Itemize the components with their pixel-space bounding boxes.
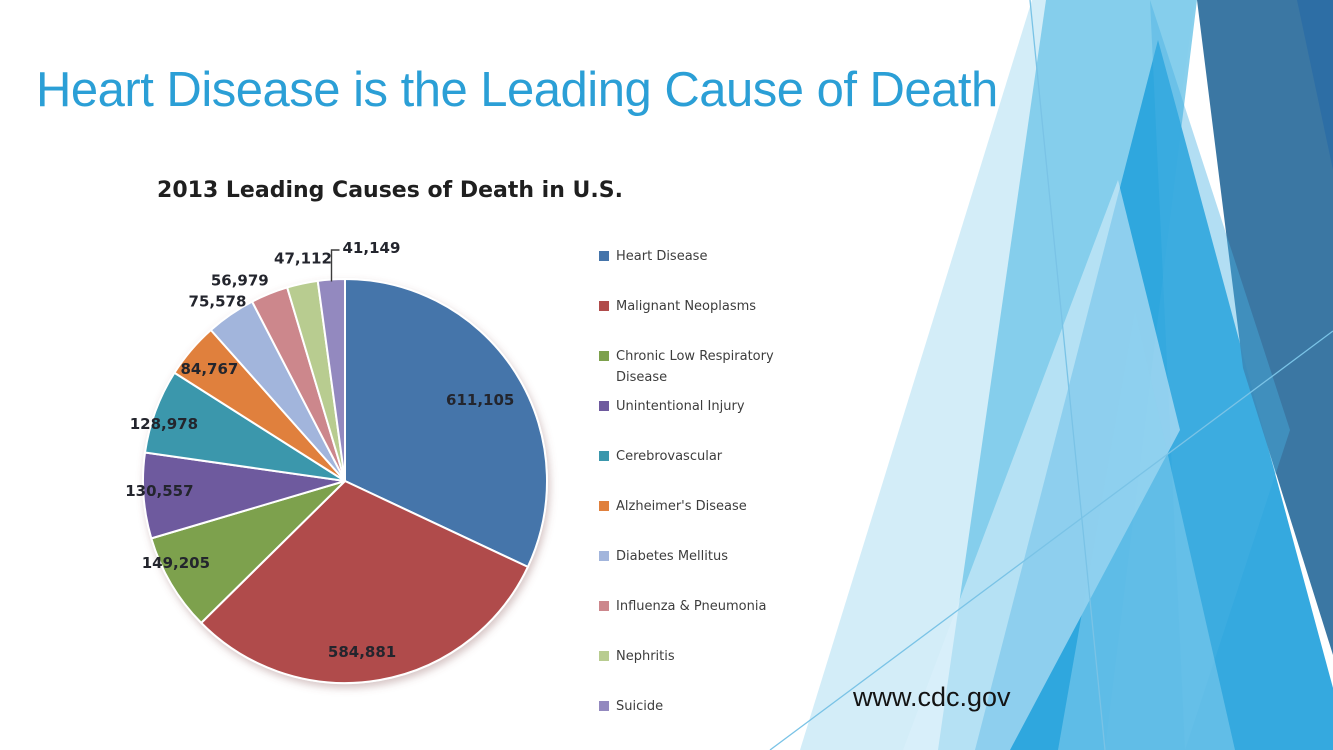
legend-swatch-icon [599,301,609,311]
legend-item-heart-disease: Heart Disease [599,246,811,267]
pie-slice-chronic-low-respiratory-disease [150,480,346,624]
pie-value-labels: 611,105 584,881 149,205 130,557 128,978 84,76… [125,239,514,661]
pie-value-label: 584,881 [328,643,396,661]
legend-label: Nephritis [616,649,675,664]
legend-label: Cerebrovascular [616,449,723,464]
legend-item-cerebrovascular: Cerebrovascular [599,446,811,467]
footer-link: www.cdc.gov [853,682,1011,712]
pie-value-label: 56,979 [211,272,269,290]
legend-swatch-icon [599,401,609,411]
legend-item-malignant-neoplasms: Malignant Neoplasms [599,296,811,317]
legend-item-alzheimer-s-disease: Alzheimer's Disease [599,496,811,517]
pie-slice-malignant-neoplasms [200,480,529,684]
legend-item-unintentional-injury: Unintentional Injury [599,396,811,417]
chart-legend: Heart Disease Malignant Neoplasms Chronic … [599,246,829,726]
pie-value-label: 47,112 [274,250,332,268]
legend-swatch-icon [599,251,609,261]
pie-value-label: 130,557 [125,482,193,500]
slide-title: Heart Disease is the Leading Cause of De… [36,63,998,117]
legend-swatch-icon [599,551,609,561]
legend-swatch-icon [599,501,609,511]
pie-value-label: 75,578 [189,293,247,311]
pie-value-label: 611,105 [446,391,514,409]
legend-label: Suicide [616,699,664,714]
facet-shapes [769,0,1333,750]
legend-label: Heart Disease [616,249,708,264]
pie-value-label: 128,978 [130,415,198,433]
legend-label: Unintentional Injury [616,399,745,414]
pie-value-label: 149,205 [142,554,210,572]
legend-swatch-icon [599,601,609,611]
legend-swatch-icon [599,701,609,711]
legend-item-diabetes-mellitus: Diabetes Mellitus [599,546,811,567]
legend-item-suicide: Suicide [599,696,811,717]
label-leader-line [330,249,340,282]
legend-swatch-icon [599,651,609,661]
pie-value-label: 41,149 [343,239,401,257]
legend-label: Influenza & Pneumonia [616,599,767,614]
legend-item-nephritis: Nephritis [599,646,811,667]
legend-label: Malignant Neoplasms [616,299,757,314]
legend-label: Diabetes Mellitus [616,549,728,564]
legend-item-influenza-pneumonia: Influenza & Pneumonia [599,596,811,617]
legend-label: Alzheimer's Disease [616,499,747,514]
pie-slice-heart-disease [344,278,548,568]
legend-swatch-icon [599,351,609,361]
legend-item-chronic-low-respiratory-disease: Chronic Low Respiratory Disease [599,346,811,388]
legend-swatch-icon [599,451,609,461]
pie-value-label: 84,767 [180,360,238,378]
pie-slices [142,278,548,684]
legend-label: Chronic Low Respiratory Disease [616,349,774,385]
chart-title: 2013 Leading Causes of Death in U.S. [157,178,623,203]
